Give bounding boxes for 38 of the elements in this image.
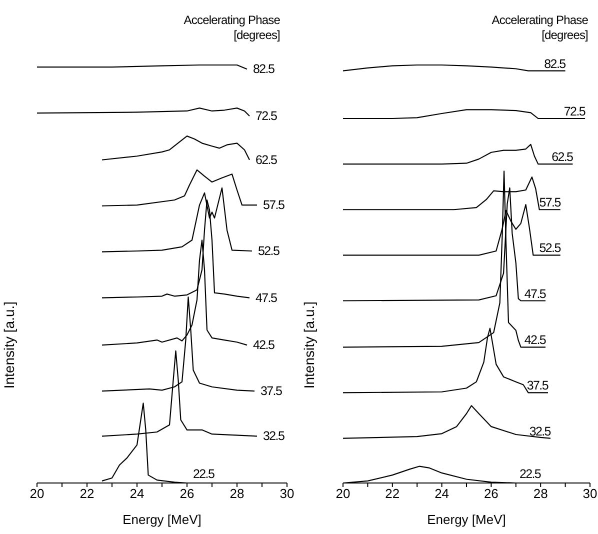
series-label: 32.5 xyxy=(529,424,552,438)
series-label: 37.5 xyxy=(526,378,549,393)
legend-title: Accelerating Phase [degrees] xyxy=(182,13,280,43)
x-tick-label: 30 xyxy=(280,486,294,502)
x-tick-label: 20 xyxy=(336,486,350,502)
x-tick-label: 26 xyxy=(180,486,194,502)
series-label: 47.5 xyxy=(256,290,278,305)
series-label: 82.5 xyxy=(544,56,566,71)
y-axis-title: Intensity [a.u.] xyxy=(1,301,17,389)
series-label: 72.5 xyxy=(256,108,278,123)
x-tick-label: 24 xyxy=(130,486,144,502)
series-label: 52.5 xyxy=(258,244,280,258)
series-label: 62.5 xyxy=(552,150,574,164)
x-tick-label: 20 xyxy=(30,486,44,502)
series-label: 42.5 xyxy=(253,338,275,352)
series-label: 62.5 xyxy=(256,152,278,167)
x-tick-label: 30 xyxy=(582,486,598,502)
series-label: 47.5 xyxy=(524,286,546,301)
series-label: 37.5 xyxy=(260,384,282,398)
series-label: 57.5 xyxy=(539,196,562,210)
x-tick-label: 28 xyxy=(230,486,244,502)
series-label: 57.5 xyxy=(263,198,285,212)
legend-title: Accelerating Phase [degrees] xyxy=(490,13,588,43)
x-tick-label: 28 xyxy=(533,486,548,502)
series-label: 22.5 xyxy=(519,467,542,481)
series-label: 82.5 xyxy=(253,62,275,76)
x-axis-title: Energy [MeV] xyxy=(427,512,506,527)
y-axis-title: Intensity [a.u.] xyxy=(301,301,317,389)
series-label: 52.5 xyxy=(539,241,562,256)
x-tick-label: 22 xyxy=(385,486,400,502)
x-axis-title: Energy [MeV] xyxy=(122,512,202,527)
series-label: 42.5 xyxy=(524,333,546,348)
series-label: 22.5 xyxy=(193,467,215,481)
series-label: 72.5 xyxy=(564,104,586,119)
x-tick-label: 24 xyxy=(434,486,450,502)
x-tick-label: 26 xyxy=(484,486,498,502)
series-label: 32.5 xyxy=(263,429,285,444)
x-tick-label: 22 xyxy=(80,486,94,502)
